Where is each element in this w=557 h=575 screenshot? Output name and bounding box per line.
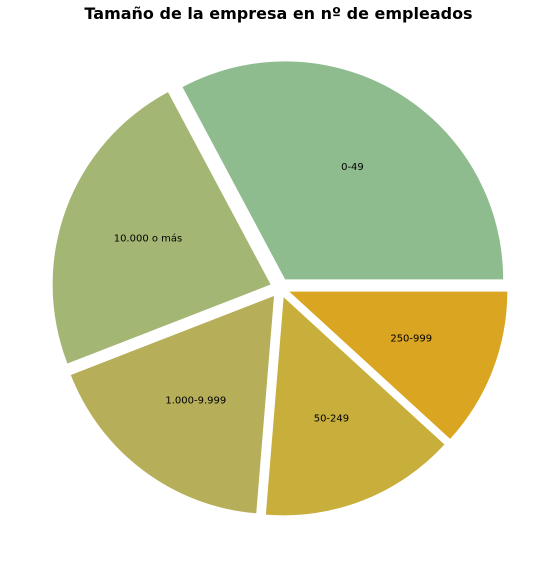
pie-slice-4 bbox=[265, 297, 445, 516]
pie-slice-label: 250-999 bbox=[390, 334, 432, 345]
pie-slice-2 bbox=[52, 92, 271, 364]
pie-slice-label: 1.000-9.999 bbox=[165, 395, 226, 406]
pie-slice-5 bbox=[289, 291, 508, 439]
pie-slices bbox=[52, 61, 508, 516]
pie-labels: 0-49 10.000 o más 1.000-9.999 50-249 250-999 bbox=[114, 162, 432, 425]
pie-slice-3 bbox=[70, 296, 275, 514]
pie-slice-label: 50-249 bbox=[314, 414, 349, 425]
chart-title: Tamaño de la empresa en nº de empleados bbox=[84, 4, 473, 23]
pie-slice-1 bbox=[182, 61, 504, 280]
pie-slice-label: 10.000 o más bbox=[114, 233, 183, 245]
pie-slice-label: 0-49 bbox=[341, 162, 364, 173]
